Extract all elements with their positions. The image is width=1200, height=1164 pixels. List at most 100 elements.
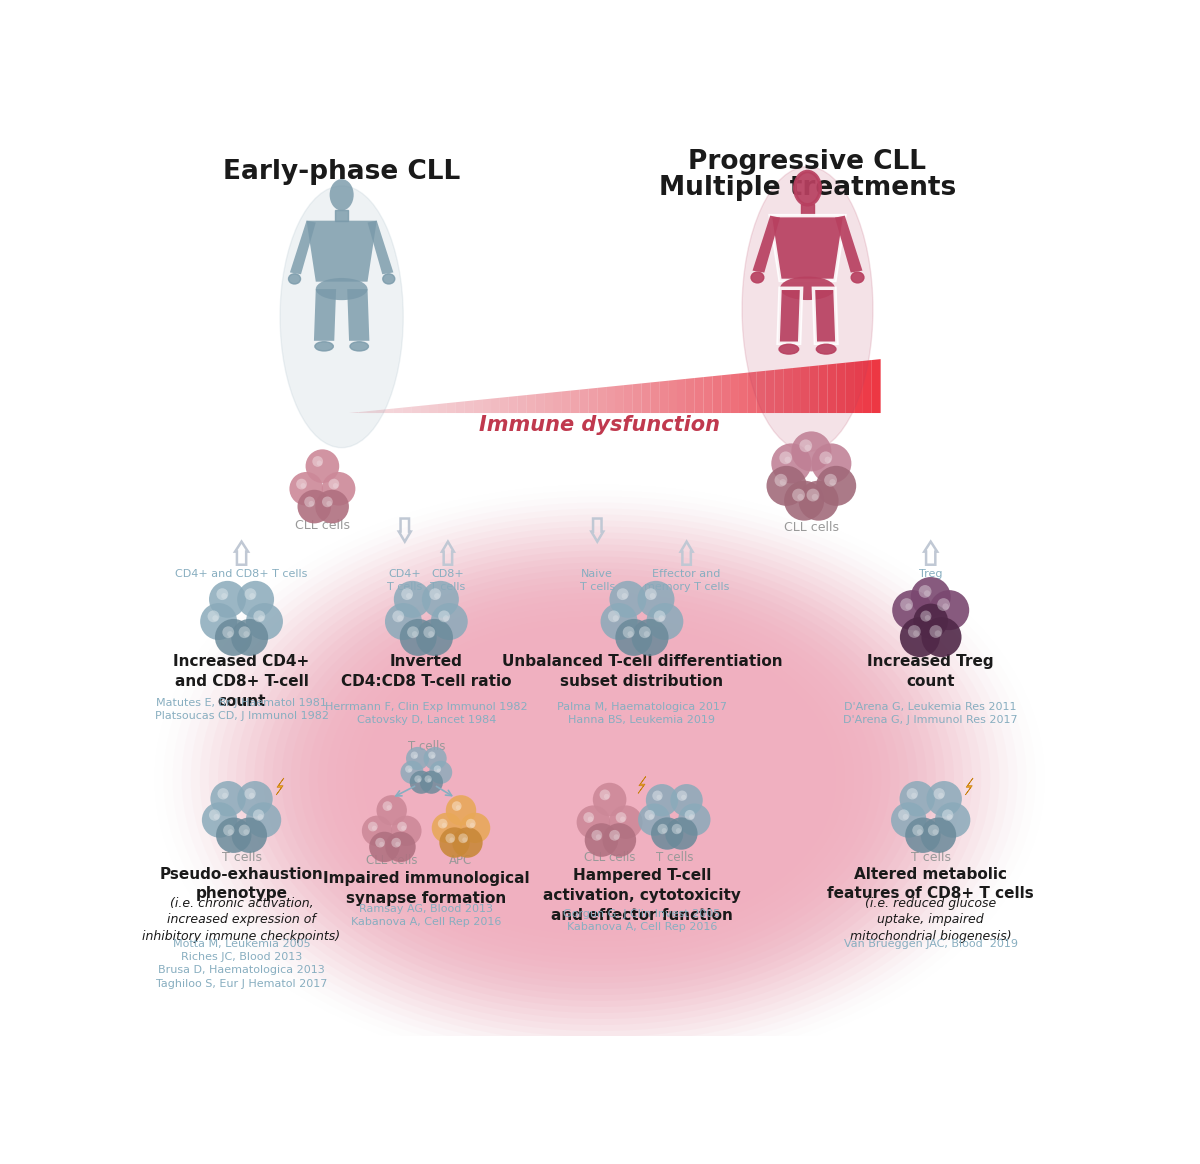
Circle shape [628, 631, 634, 637]
Polygon shape [854, 361, 863, 413]
Circle shape [424, 747, 446, 771]
Circle shape [401, 588, 413, 601]
Ellipse shape [314, 342, 334, 352]
Polygon shape [598, 386, 606, 413]
Ellipse shape [227, 533, 972, 1025]
Text: T cells: T cells [408, 740, 445, 753]
Text: CLL cells: CLL cells [366, 854, 418, 867]
Ellipse shape [290, 575, 908, 982]
Circle shape [397, 822, 407, 831]
Circle shape [397, 616, 403, 622]
Circle shape [623, 626, 635, 638]
Circle shape [217, 788, 229, 800]
Ellipse shape [751, 272, 764, 283]
Ellipse shape [742, 166, 872, 452]
Polygon shape [491, 398, 500, 413]
Polygon shape [553, 391, 562, 413]
Circle shape [400, 619, 437, 655]
Ellipse shape [191, 509, 1008, 1049]
Circle shape [799, 439, 812, 452]
Polygon shape [464, 400, 473, 413]
Text: Van Brueggen JAC, Blood  2019: Van Brueggen JAC, Blood 2019 [844, 939, 1018, 949]
Circle shape [244, 829, 248, 835]
Polygon shape [642, 383, 650, 413]
Circle shape [368, 822, 378, 831]
Circle shape [228, 829, 234, 835]
Circle shape [428, 752, 436, 759]
Circle shape [470, 823, 475, 828]
Circle shape [900, 781, 935, 816]
Circle shape [245, 788, 256, 800]
Ellipse shape [236, 539, 964, 1018]
Circle shape [610, 581, 647, 618]
Text: Herrmann F, Clin Exp Immunol 1982
Catovsky D, Lancet 1984: Herrmann F, Clin Exp Immunol 1982 Catovs… [325, 702, 528, 725]
Polygon shape [770, 215, 845, 281]
Circle shape [258, 814, 263, 819]
Circle shape [620, 816, 625, 822]
Ellipse shape [200, 514, 1000, 1043]
Circle shape [816, 466, 856, 506]
Ellipse shape [382, 634, 817, 923]
Ellipse shape [218, 526, 982, 1031]
Circle shape [244, 631, 250, 637]
Polygon shape [774, 369, 784, 413]
Polygon shape [446, 403, 456, 413]
Circle shape [583, 812, 594, 823]
Ellipse shape [499, 712, 700, 845]
Ellipse shape [316, 278, 367, 300]
Circle shape [919, 585, 931, 598]
Circle shape [942, 809, 953, 821]
Polygon shape [739, 372, 748, 413]
Circle shape [689, 814, 694, 819]
Ellipse shape [280, 186, 403, 448]
Polygon shape [562, 391, 571, 413]
Circle shape [593, 782, 626, 816]
Circle shape [892, 802, 926, 838]
Text: Matutes E, Br J Haematol 1981
Platsoucas CD, J Immunol 1982: Matutes E, Br J Haematol 1981 Platsoucas… [155, 698, 329, 722]
Circle shape [443, 616, 449, 622]
Circle shape [370, 832, 400, 863]
Circle shape [604, 794, 610, 800]
Circle shape [200, 603, 238, 640]
Polygon shape [752, 215, 780, 272]
Circle shape [329, 478, 340, 490]
Circle shape [811, 494, 818, 501]
Circle shape [911, 577, 950, 617]
Circle shape [616, 812, 626, 823]
Polygon shape [580, 389, 588, 413]
Circle shape [372, 825, 377, 831]
Circle shape [913, 604, 948, 638]
Polygon shape [730, 374, 739, 413]
Circle shape [246, 603, 283, 640]
Circle shape [462, 837, 467, 843]
Circle shape [326, 501, 331, 506]
Circle shape [912, 824, 924, 836]
Polygon shape [845, 362, 854, 413]
Polygon shape [517, 395, 527, 413]
Text: Ramsay AG, Blood 2013
Kabanova A, Cell Rep 2016: Ramsay AG, Blood 2013 Kabanova A, Cell R… [352, 904, 502, 928]
Text: (i.e. chronic activation,
increased expression of
inhibitory immune checkpoints): (i.e. chronic activation, increased expr… [143, 896, 341, 943]
Ellipse shape [536, 737, 664, 821]
Circle shape [824, 474, 836, 487]
Circle shape [385, 832, 415, 863]
Polygon shape [535, 393, 544, 413]
Circle shape [806, 489, 820, 502]
Polygon shape [367, 411, 376, 413]
Text: Early-phase CLL: Early-phase CLL [223, 159, 461, 185]
Polygon shape [509, 396, 517, 413]
Polygon shape [965, 778, 973, 795]
Polygon shape [748, 371, 757, 413]
Circle shape [222, 626, 234, 638]
Circle shape [829, 480, 835, 485]
Circle shape [452, 828, 482, 858]
Circle shape [937, 598, 950, 611]
Circle shape [638, 626, 650, 638]
Circle shape [414, 775, 421, 782]
Ellipse shape [794, 171, 821, 205]
Circle shape [613, 616, 619, 622]
Circle shape [317, 461, 322, 466]
Polygon shape [367, 221, 394, 275]
Circle shape [406, 592, 412, 599]
Circle shape [907, 788, 918, 800]
Circle shape [246, 802, 281, 838]
